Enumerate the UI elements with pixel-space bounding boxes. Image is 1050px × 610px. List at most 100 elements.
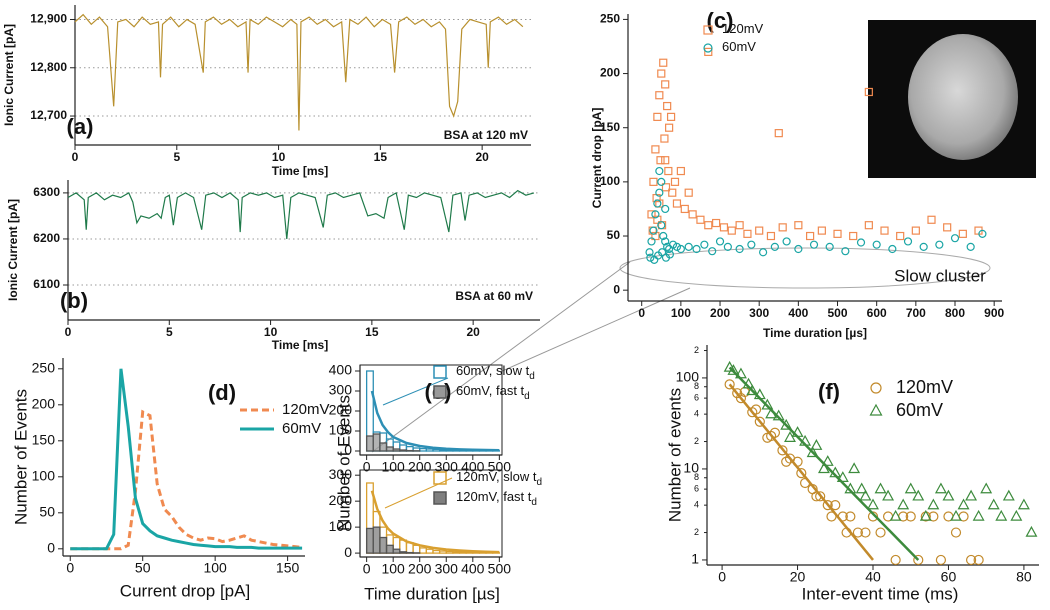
- x-tick-label: 150: [276, 560, 300, 576]
- marker-circle: [703, 43, 713, 53]
- marker-square: [651, 231, 660, 241]
- marker-circle: [830, 500, 841, 511]
- marker-circle: [809, 240, 819, 249]
- marker-circle: [759, 248, 768, 257]
- marker-square: [656, 156, 665, 165]
- marker-circle: [645, 248, 654, 257]
- legend-name: 60mV: [282, 420, 321, 437]
- x-tick-label: 200: [710, 306, 730, 320]
- x-tick-label: 600: [867, 306, 887, 320]
- legend-swatch: [433, 385, 447, 399]
- marker-triangle: [897, 498, 910, 510]
- marker-circle: [657, 221, 666, 230]
- marker-circle: [655, 166, 664, 176]
- y-tick-label: 8: [694, 472, 699, 482]
- marker-circle: [651, 210, 660, 219]
- panel-label: (a): [67, 114, 94, 139]
- fit-line: [728, 383, 874, 561]
- y-tick-label: 50: [607, 228, 621, 242]
- marker-square: [719, 223, 729, 232]
- marker-circle: [715, 237, 725, 246]
- marker-circle: [647, 237, 656, 246]
- connector: [499, 287, 691, 373]
- y-tick-label: 10: [683, 460, 699, 476]
- x-tick-label: 15: [365, 325, 379, 339]
- y-tick-label: 12,700: [30, 108, 67, 122]
- marker-circle: [653, 199, 662, 208]
- x-tick-label: 5: [173, 150, 180, 164]
- marker-square: [864, 221, 873, 230]
- marker-triangle: [859, 489, 872, 501]
- legend-swatch: [433, 491, 447, 505]
- x-tick-label: 10: [272, 150, 286, 164]
- x-tick-label: 0: [65, 325, 72, 339]
- marker-circle: [825, 242, 834, 251]
- y-tick-label: 100: [329, 422, 353, 438]
- marker-square: [657, 69, 666, 78]
- marker-triangle: [904, 482, 917, 494]
- marker-square: [660, 134, 669, 143]
- marker-circle: [919, 242, 928, 251]
- marker-square: [664, 166, 673, 176]
- marker-circle: [856, 238, 866, 247]
- y-tick-label: 1: [691, 551, 699, 567]
- y-tick-label: 12,800: [30, 60, 67, 74]
- x-tick-label: 15: [374, 150, 388, 164]
- x-tick-label: 0: [638, 306, 645, 320]
- marker-triangle: [1010, 509, 1023, 521]
- annotation: BSA at 60 mV: [455, 289, 533, 303]
- marker-circle: [657, 177, 666, 186]
- marker-circle: [872, 240, 881, 249]
- marker-square: [704, 47, 713, 57]
- y-tick-label: 200: [32, 396, 56, 412]
- legend-name: 60mV: [722, 39, 756, 54]
- x-tick-label: 900: [984, 306, 1004, 320]
- trace: [74, 13, 524, 131]
- y-tick-label: 0: [613, 282, 620, 296]
- marker-square: [672, 199, 682, 208]
- marker-square: [668, 188, 677, 197]
- y-axis-label: Ionic Current [pA]: [2, 24, 16, 126]
- y-tick-label: 0: [47, 540, 55, 556]
- marker-circle: [665, 250, 675, 259]
- y-axis-label: Number of events: [665, 388, 684, 522]
- x-tick-label: 100: [203, 560, 227, 576]
- marker-square: [676, 166, 685, 176]
- marker-square: [663, 101, 672, 111]
- marker-triangle: [950, 509, 962, 521]
- marker-circle: [782, 237, 791, 246]
- y-tick-label: 150: [600, 120, 620, 134]
- x-tick-label: 20: [790, 569, 806, 585]
- marker-triangle: [1002, 489, 1015, 501]
- marker-circle: [822, 500, 833, 511]
- annotation: Slow cluster: [894, 266, 986, 285]
- trace: [67, 189, 535, 240]
- x-tick-label: 0: [363, 561, 371, 577]
- marker-triangle: [810, 439, 823, 450]
- y-tick-label: 2: [694, 527, 699, 537]
- y-tick-label: 0: [344, 442, 352, 458]
- marker-triangle: [869, 403, 883, 416]
- marker-circle: [935, 240, 944, 249]
- marker-circle: [815, 491, 826, 502]
- y-tick-label: 6: [694, 392, 699, 402]
- hist-bar: [425, 548, 434, 554]
- connector: [371, 261, 631, 453]
- y-tick-label: 6: [694, 484, 699, 494]
- legend-label: 120mV, fast td: [456, 489, 537, 507]
- marker-triangle: [867, 498, 879, 510]
- marker-square: [684, 188, 693, 197]
- marker-circle: [905, 511, 916, 522]
- marker-square: [911, 226, 920, 235]
- marker-square: [735, 221, 744, 230]
- marker-triangle: [942, 489, 955, 501]
- y-tick-label: 12,900: [30, 12, 67, 26]
- marker-square: [653, 112, 662, 121]
- x-axis-label: Inter-event time (ms): [802, 584, 959, 603]
- x-tick-label: 500: [488, 561, 512, 577]
- marker-square: [958, 229, 967, 238]
- x-tick-label: 400: [461, 459, 485, 475]
- marker-circle: [950, 527, 962, 538]
- x-tick-label: 20: [466, 325, 480, 339]
- marker-circle: [708, 247, 717, 256]
